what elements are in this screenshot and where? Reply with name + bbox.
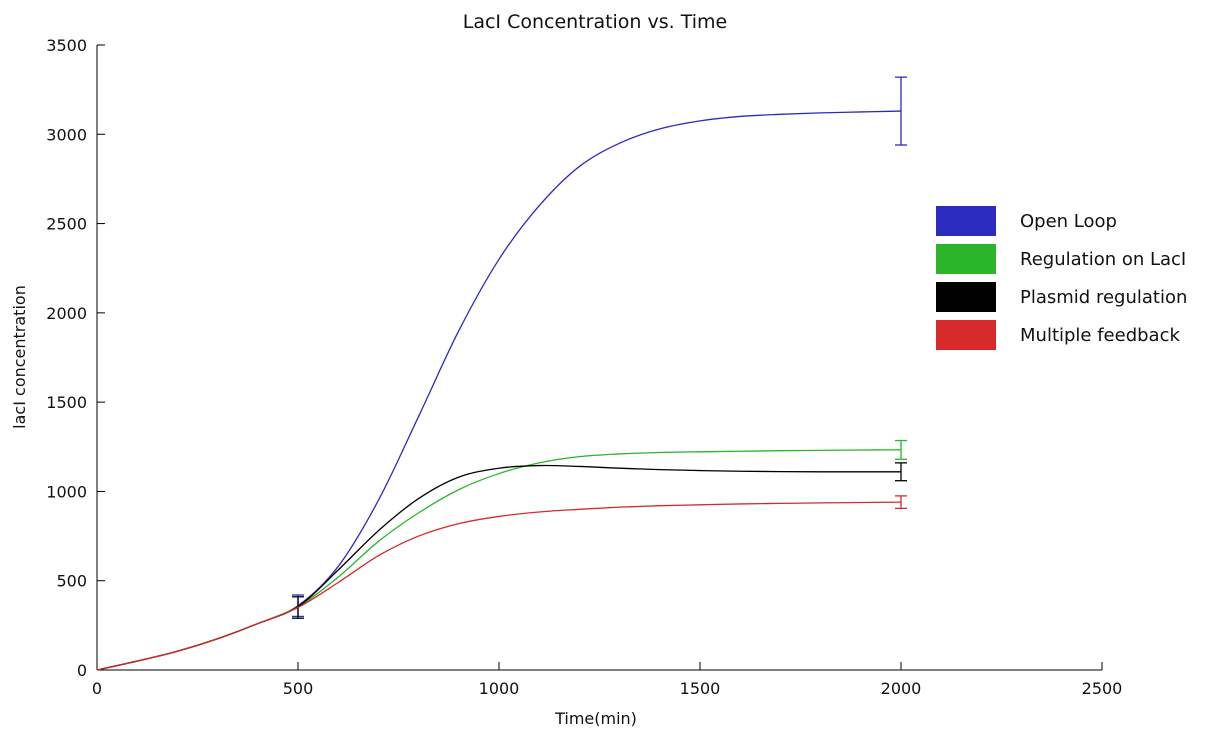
y-axis-label: lacI concentration bbox=[10, 285, 29, 429]
x-tick-label: 1500 bbox=[680, 679, 721, 698]
x-tick-label: 2500 bbox=[1082, 679, 1123, 698]
legend-label: Plasmid regulation bbox=[1020, 287, 1187, 308]
legend: Open Loop Regulation on LacI Plasmid regul… bbox=[936, 206, 1187, 350]
y-tick-label: 1500 bbox=[46, 393, 87, 412]
legend-label: Multiple feedback bbox=[1020, 325, 1180, 346]
x-tick-label: 1000 bbox=[479, 679, 520, 698]
x-tick-label: 2000 bbox=[881, 679, 922, 698]
y-tick-label: 2000 bbox=[46, 304, 87, 323]
legend-item-open-loop: Open Loop bbox=[936, 206, 1117, 236]
y-tick-label: 0 bbox=[77, 661, 87, 680]
legend-swatch bbox=[936, 282, 996, 312]
legend-item-regulation-on-laci: Regulation on LacI bbox=[936, 244, 1186, 274]
error-bar-plasmid-regulation bbox=[895, 462, 907, 482]
series-group bbox=[96, 76, 907, 671]
legend-item-plasmid-regulation: Plasmid regulation bbox=[936, 282, 1187, 312]
y-tick-label: 500 bbox=[56, 572, 87, 591]
legend-swatch bbox=[936, 320, 996, 350]
error-bar-multiple-feedback bbox=[895, 495, 907, 510]
error-bar-open-loop bbox=[895, 76, 907, 146]
legend-swatch bbox=[936, 206, 996, 236]
y-tick-label: 1000 bbox=[46, 482, 87, 501]
legend-swatch bbox=[936, 244, 996, 274]
x-tick-label: 500 bbox=[283, 679, 314, 698]
x-axis-label: Time(min) bbox=[554, 709, 637, 728]
legend-label: Open Loop bbox=[1020, 211, 1117, 232]
axes: 0 500 1000 1500 2000 2500 0 500 1000 1500 2000 2500… bbox=[46, 36, 1122, 698]
x-tick-label: 0 bbox=[92, 679, 102, 698]
series-line-multiple-feedback bbox=[96, 501, 902, 671]
y-tick-label: 3000 bbox=[46, 125, 87, 144]
error-bar-regulation-on-laci bbox=[895, 439, 907, 460]
y-tick-label: 2500 bbox=[46, 215, 87, 234]
legend-item-multiple-feedback: Multiple feedback bbox=[936, 320, 1180, 350]
y-tick-label: 3500 bbox=[46, 36, 87, 55]
chart-title: LacI Concentration vs. Time bbox=[463, 11, 728, 33]
series-multiple-feedback bbox=[96, 495, 907, 671]
legend-label: Regulation on LacI bbox=[1020, 249, 1186, 270]
